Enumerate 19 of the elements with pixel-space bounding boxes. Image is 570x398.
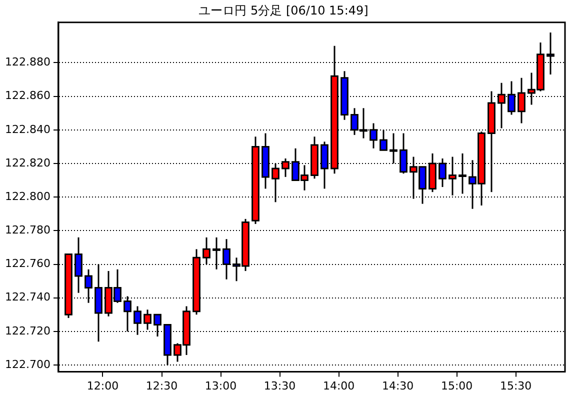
x-tick-label: 13:30	[264, 379, 296, 392]
x-tick-label: 15:30	[500, 379, 532, 392]
y-tick-label: 122.820	[4, 156, 50, 170]
y-tick-label: 122.740	[4, 290, 50, 304]
y-tick-label: 122.780	[4, 224, 50, 237]
y-tick-label: 122.720	[4, 324, 50, 338]
x-tick-label: 12:00	[86, 379, 119, 392]
x-tick-label: 15:00	[440, 379, 473, 392]
y-tick-label: 122.760	[4, 257, 50, 270]
y-tick-label: 122.880	[4, 56, 50, 69]
x-tick-label: 14:00	[322, 379, 355, 392]
x-tick-label: 12:30	[146, 379, 178, 392]
x-tick-label: 13:00	[204, 379, 237, 392]
x-tick-label: 14:30	[382, 379, 414, 392]
y-tick-label: 122.800	[4, 190, 50, 203]
chart-title: ユーロ円 5分足 [06/10 15:49]	[198, 3, 368, 18]
y-tick-label: 122.860	[4, 89, 50, 102]
y-tick-label: 122.700	[4, 358, 50, 371]
y-tick-label: 122.840	[4, 122, 50, 136]
